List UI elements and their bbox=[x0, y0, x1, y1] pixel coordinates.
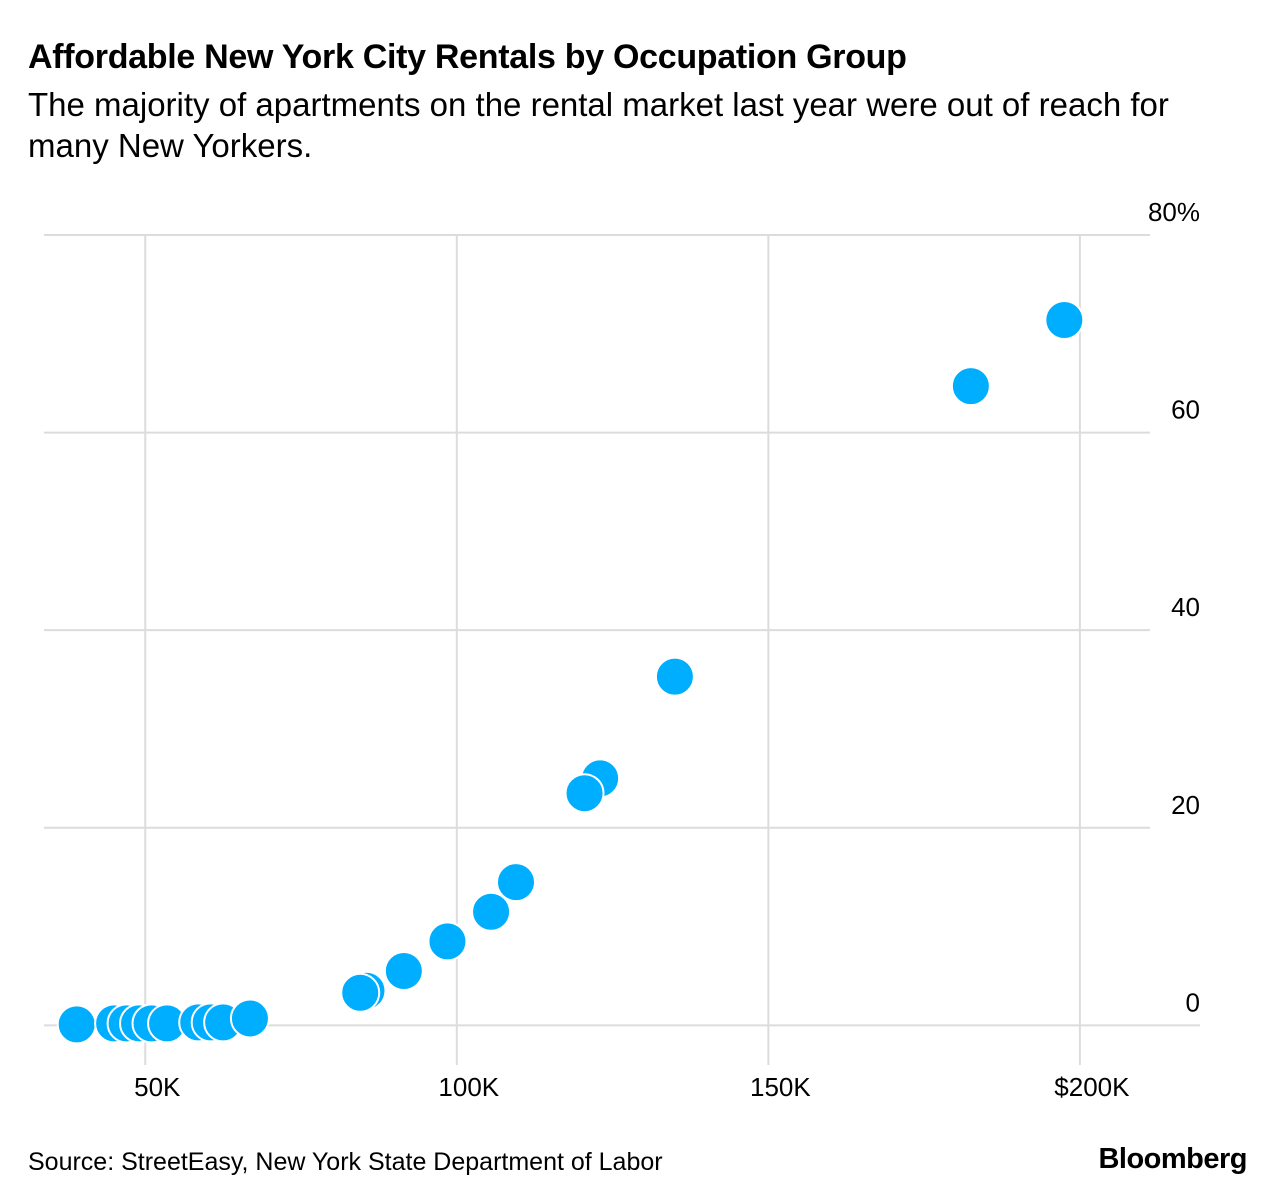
axis-labels: 0 20 40 60 80% 50K 100K 150K $200K bbox=[134, 197, 1200, 1102]
scatter-point bbox=[1044, 299, 1085, 340]
bloomberg-logo: Bloomberg bbox=[1098, 1143, 1247, 1175]
chart-subtitle: The majority of apartments on the rental… bbox=[28, 86, 1169, 164]
y-tick-label: 40 bbox=[1171, 592, 1200, 622]
x-tick-label: 150K bbox=[750, 1072, 811, 1102]
scatter-point bbox=[427, 921, 468, 962]
data-points bbox=[56, 299, 1085, 1045]
scatter-point bbox=[950, 366, 991, 407]
scatter-point bbox=[471, 891, 512, 932]
scatter-point bbox=[229, 998, 270, 1039]
y-tick-label: 80% bbox=[1148, 197, 1200, 227]
scatter-point bbox=[56, 1004, 97, 1045]
scatter-point bbox=[340, 972, 381, 1013]
y-tick-label: 0 bbox=[1186, 987, 1200, 1017]
grid bbox=[44, 234, 1200, 1065]
x-tick-label: $200K bbox=[1054, 1072, 1130, 1102]
scatter-point bbox=[383, 951, 424, 992]
scatter-point bbox=[564, 773, 605, 814]
x-tick-label: 100K bbox=[438, 1072, 499, 1102]
scatter-point bbox=[495, 862, 536, 903]
chart-title: Affordable New York City Rentals by Occu… bbox=[28, 38, 907, 76]
y-tick-label: 60 bbox=[1171, 395, 1200, 425]
scatter-point bbox=[654, 656, 695, 697]
x-tick-label: 50K bbox=[134, 1072, 181, 1102]
source-note: Source: StreetEasy, New York State Depar… bbox=[28, 1148, 663, 1176]
y-tick-label: 20 bbox=[1171, 790, 1200, 820]
